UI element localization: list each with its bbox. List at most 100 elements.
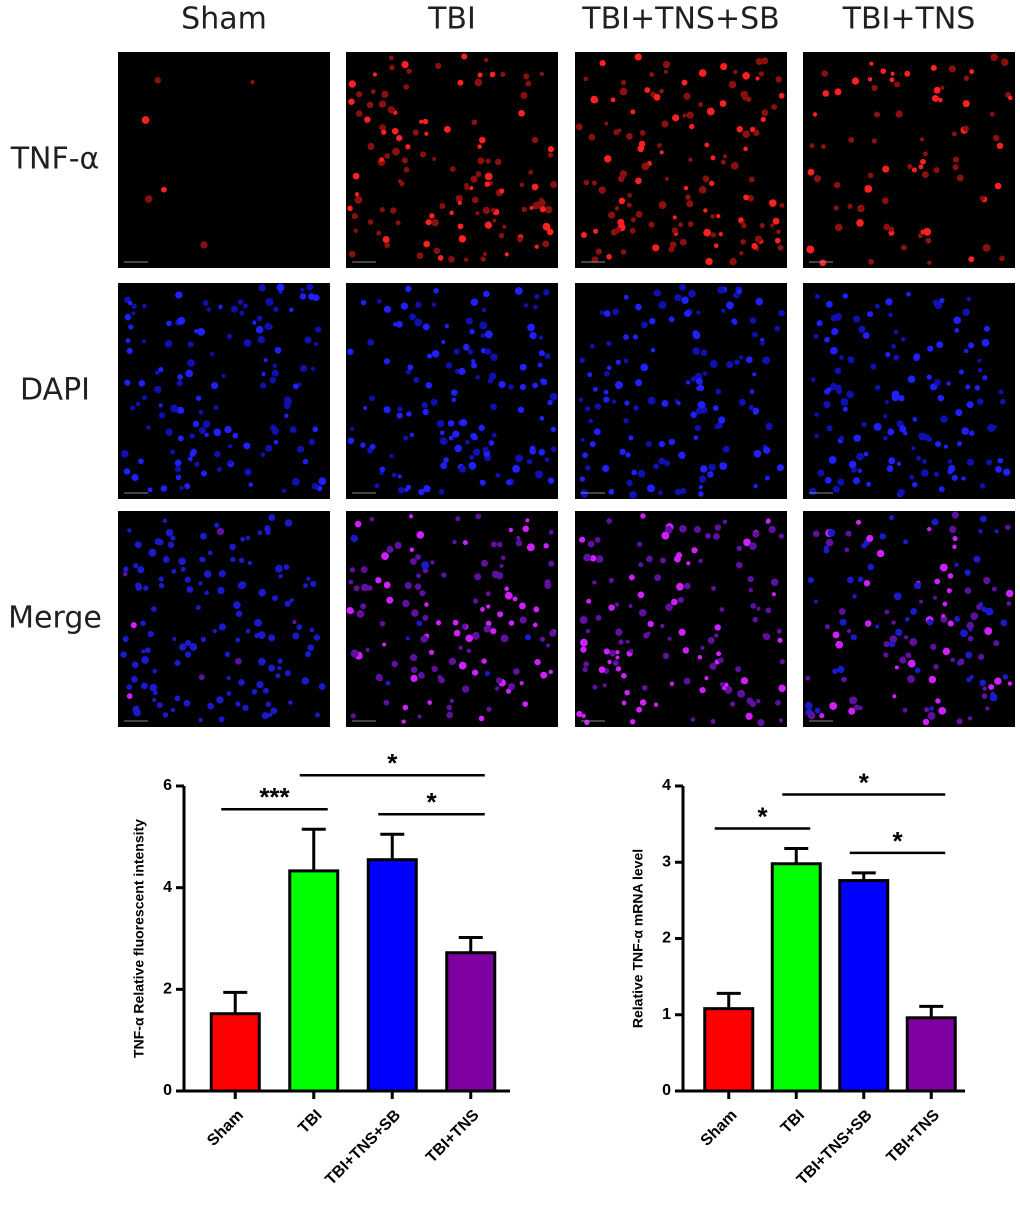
cell bbox=[426, 353, 433, 359]
cell bbox=[592, 684, 598, 690]
cell bbox=[635, 177, 642, 185]
cell bbox=[625, 452, 631, 458]
bar bbox=[288, 869, 340, 1093]
cell bbox=[745, 96, 752, 103]
cell bbox=[853, 704, 860, 711]
cell bbox=[543, 543, 549, 549]
cell bbox=[522, 701, 529, 708]
cell bbox=[474, 78, 483, 87]
cell bbox=[477, 157, 485, 165]
cell bbox=[698, 558, 703, 564]
cell bbox=[428, 649, 435, 655]
cell bbox=[850, 634, 857, 641]
cell bbox=[360, 566, 368, 573]
cell bbox=[644, 87, 651, 94]
cell bbox=[233, 601, 241, 610]
cell bbox=[745, 356, 753, 364]
cell bbox=[711, 585, 716, 591]
cell bbox=[980, 515, 987, 523]
cell bbox=[671, 598, 678, 606]
cell bbox=[367, 219, 374, 225]
cell bbox=[204, 432, 209, 438]
cell bbox=[422, 408, 429, 416]
cell bbox=[142, 303, 147, 309]
cell bbox=[658, 440, 666, 448]
cell bbox=[623, 418, 629, 424]
cell bbox=[239, 310, 245, 316]
cell bbox=[550, 426, 557, 432]
cell bbox=[449, 210, 454, 216]
cell bbox=[237, 299, 244, 305]
cell bbox=[778, 684, 786, 692]
cell bbox=[540, 378, 546, 384]
cell bbox=[461, 623, 468, 629]
cell bbox=[653, 702, 659, 707]
cell bbox=[805, 701, 813, 710]
cell bbox=[203, 570, 212, 578]
cell bbox=[479, 479, 485, 485]
cell bbox=[497, 611, 504, 618]
cell bbox=[966, 296, 972, 302]
x-tick-label: Sham bbox=[204, 1107, 247, 1150]
cell bbox=[354, 195, 363, 204]
cell bbox=[977, 398, 984, 405]
y-tick-label: 4 bbox=[662, 777, 671, 794]
cell bbox=[766, 518, 771, 524]
cell bbox=[672, 215, 677, 220]
cell bbox=[678, 451, 686, 459]
cell bbox=[696, 386, 701, 391]
cell bbox=[856, 452, 864, 461]
cell bbox=[131, 311, 136, 316]
cell bbox=[970, 612, 979, 620]
cell bbox=[497, 541, 503, 548]
cell bbox=[154, 538, 162, 545]
cell bbox=[873, 422, 882, 431]
cell bbox=[416, 252, 424, 260]
cell bbox=[369, 516, 375, 522]
cell bbox=[195, 395, 202, 401]
cell bbox=[598, 666, 606, 673]
cell bbox=[313, 634, 321, 641]
cell bbox=[284, 413, 289, 419]
cell bbox=[647, 484, 655, 493]
cell bbox=[757, 719, 765, 727]
cell bbox=[455, 516, 461, 522]
cell bbox=[369, 395, 375, 402]
cell bbox=[504, 252, 509, 257]
cell bbox=[217, 586, 225, 595]
cell bbox=[399, 180, 405, 187]
cell bbox=[933, 379, 941, 387]
cell bbox=[216, 527, 225, 536]
cell bbox=[471, 196, 479, 204]
cell bbox=[485, 620, 492, 627]
cell bbox=[689, 123, 695, 130]
cell bbox=[929, 706, 934, 711]
cell bbox=[242, 704, 249, 712]
significance-label: * bbox=[426, 787, 437, 817]
cell bbox=[272, 306, 279, 312]
cell bbox=[500, 71, 506, 77]
cell bbox=[260, 452, 266, 458]
cell bbox=[272, 363, 278, 369]
cell bbox=[422, 323, 430, 331]
cell bbox=[639, 699, 647, 706]
cell bbox=[1007, 681, 1013, 686]
cell bbox=[743, 194, 749, 201]
cell bbox=[733, 69, 738, 75]
cell bbox=[645, 441, 652, 448]
cell bbox=[127, 528, 132, 533]
cell bbox=[753, 129, 760, 136]
cell bbox=[736, 126, 743, 133]
cell bbox=[702, 371, 707, 376]
cell bbox=[846, 629, 852, 634]
cell bbox=[261, 372, 266, 377]
cell bbox=[277, 666, 282, 671]
cell bbox=[481, 559, 489, 567]
cell bbox=[750, 602, 757, 609]
cell bbox=[271, 369, 279, 377]
cell bbox=[729, 701, 736, 707]
cell bbox=[584, 719, 590, 725]
cell bbox=[918, 432, 927, 441]
cell bbox=[954, 328, 960, 333]
cell bbox=[1005, 589, 1014, 598]
